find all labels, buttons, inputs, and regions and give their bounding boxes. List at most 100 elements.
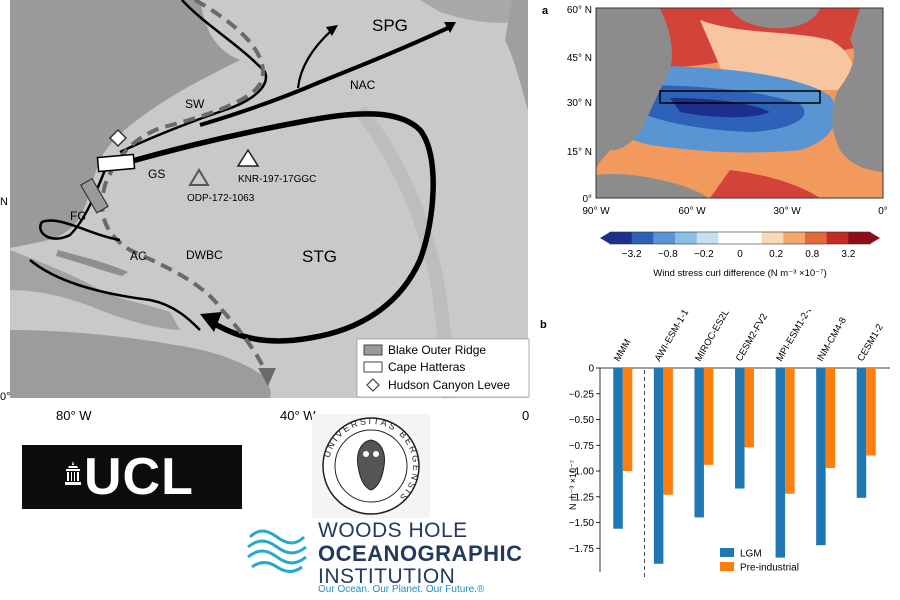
colorbar-min-arrow [600,232,610,244]
a-ytick-15n: 15° N [567,147,592,158]
b-ytick-label: −0.75 [569,441,595,452]
colorbar-tick-label: −0.2 [694,249,714,260]
colorbar-segment [653,232,676,244]
colorbar-segment [718,232,741,244]
north-america-land [10,0,240,248]
hudson-canyon-diamond [108,128,128,148]
ucl-portico-icon [65,461,81,485]
colorbar-segment [761,232,784,244]
whoi-wordmark: WOODS HOLE OCEANOGRAPHIC INSTITUTION [318,519,523,588]
lgm-bar [653,368,664,564]
b-ytick-label: −1.00 [569,467,595,478]
whoi-line-3: INSTITUTION [318,565,456,588]
preindustrial-bar [785,368,795,494]
colorbar-tick-label: 0.8 [805,249,819,260]
b-ytick-label: 0 [588,364,594,375]
stg-label: STG [302,247,337,266]
preindustrial-bar [866,368,876,456]
b-category-label: MPI-ESM1-2-LR [774,310,818,364]
south-america-land [10,330,271,398]
preindustrial-bar [663,368,673,495]
gyre-arrowhead [200,312,222,332]
a-xtick-0: 0° [878,206,888,217]
colorbar-tick-label: −3.2 [622,249,642,260]
b-category-label: AWI-ESM-1-1-LR [653,310,699,364]
legend-hudson-diamond [366,378,380,392]
b-category-label: CESM2-FV2 [734,312,770,364]
preindustrial-bar [825,368,836,468]
whoi-line-1: WOODS HOLE [318,519,468,542]
preindustrial-bar [703,368,714,465]
left-edge-label-0: 0° [0,391,11,403]
greenland-land-a [730,8,820,29]
panel-b-bar-chart: b N m⁻³ ×10⁻⁷ 0 −0.25 −0.50 −0.75 −1.00 −1.25… [540,310,890,577]
slope-water-current [119,0,268,154]
b-category-label: INM-CM4-8 [815,315,849,363]
preindustrial-bar [744,368,755,448]
legend-lgm-swatch [720,548,734,557]
colorbar-segment [696,232,719,244]
preindustrial-bar [622,368,633,472]
nac-label: NAC [350,78,376,92]
south-america-land-a [596,174,708,198]
lgm-bar [775,368,786,558]
b-ytick-label: −0.50 [569,415,595,426]
colorbar-segment [848,232,871,244]
colorbar-segment [610,232,633,244]
ucl-logo: UCL [22,445,242,509]
b-category-label: CESM1-2 [856,322,886,363]
legend-preindustrial-label: Pre-industrial [740,563,799,574]
whoi-tagline: Our Ocean. Our Planet. Our Future.® [318,584,485,595]
legend-blake-swatch [363,344,383,356]
legend-lgm-label: LGM [740,549,762,560]
map-xtick-40w: 40° W [280,408,316,420]
deep-western-boundary-current [100,0,268,373]
lgm-bar [856,368,867,498]
colorbar-max-arrow [870,232,880,244]
a-ytick-60n: 60° N [567,5,592,16]
nac-north-arrowhead [326,25,338,36]
north-atlantic-current [199,26,449,127]
b-ytick-label: −1.75 [569,544,595,555]
north-america-land-a [596,8,672,170]
b-ytick-label: −1.50 [569,518,595,529]
panel-a-wind-stress-map: a 60° N 45° N 30° N 15° N 0° 90° W 60° W… [542,5,888,279]
legend-blake-label: Blake Outer Ridge [388,343,486,357]
colorbar-tick-label: 3.2 [841,249,855,260]
b-category-label: MMM [612,337,633,363]
b-ylabel: N m⁻³ ×10⁻⁷ [568,460,578,510]
left-edge-label-n: N [0,196,8,208]
panel-b-label: b [540,319,547,331]
colorbar-label: Wind stress curl difference (N m⁻³ ×10⁻⁷… [653,268,827,279]
sw-label: SW [185,97,205,111]
ac-label: AC [130,249,147,263]
legend-preindustrial-swatch [720,562,734,571]
lgm-bar [694,368,704,518]
spg-label: SPG [372,16,408,35]
ucl-wordmark: UCL [84,448,194,506]
dwbc-label: DWBC [186,248,223,262]
gs-label: GS [148,167,165,181]
a-xtick-60w: 60° W [678,206,706,217]
a-xtick-90w: 90° W [582,206,610,217]
averaging-box [659,90,821,104]
a-xtick-30w: 30° W [773,206,801,217]
europe-africa-land [505,0,528,110]
b-category-label: MIROC-ES2L [693,310,732,364]
greenland-land [420,0,528,23]
lgm-bar [816,368,826,546]
a-ytick-30n: 30° N [567,98,592,109]
nac-arrowhead [444,22,456,33]
antilles-current-loop [29,259,201,331]
colorbar-segment [826,232,849,244]
legend-hatteras-label: Cape Hatteras [388,360,465,374]
map-legend-box [356,338,530,398]
map-xtick-80w: 80° W [56,408,92,420]
ocean-circulation-map: SPG STG NAC SW GS FC AC DWBC KNR-197-17G… [0,0,530,420]
a-ytick-45n: 45° N [567,53,592,64]
cuba-island [56,250,128,276]
a-ytick-0: 0° [582,194,592,205]
map-xtick-0: 0° [522,408,530,420]
colorbar-segment [631,232,654,244]
nac-north-branch [296,29,333,89]
